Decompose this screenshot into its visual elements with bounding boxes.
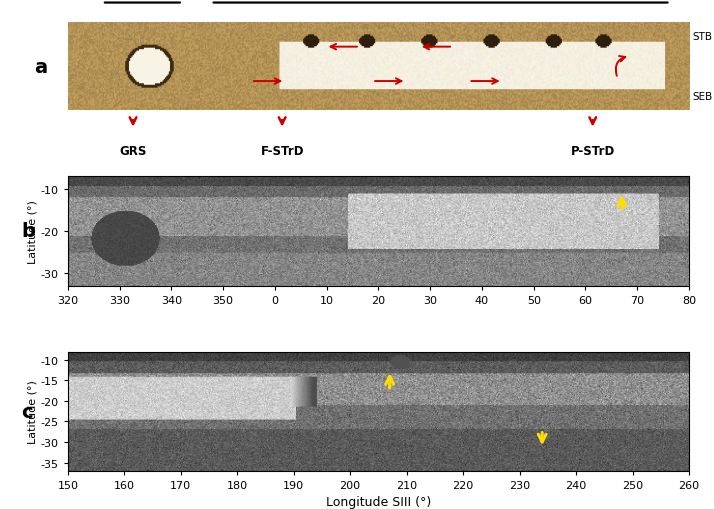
Text: STB: STB [692, 32, 712, 42]
Text: F-STrD: F-STrD [261, 145, 304, 157]
Y-axis label: Latitude (°): Latitude (°) [28, 380, 38, 443]
X-axis label: Longitude SIII (°): Longitude SIII (°) [326, 495, 431, 508]
Text: b: b [21, 222, 35, 241]
Y-axis label: Latitude (°): Latitude (°) [28, 200, 38, 263]
Text: SEB: SEB [692, 92, 713, 102]
Text: GRS: GRS [119, 145, 147, 157]
Text: c: c [21, 402, 33, 421]
Text: a: a [34, 58, 47, 76]
Text: P-STrD: P-STrD [570, 145, 615, 157]
